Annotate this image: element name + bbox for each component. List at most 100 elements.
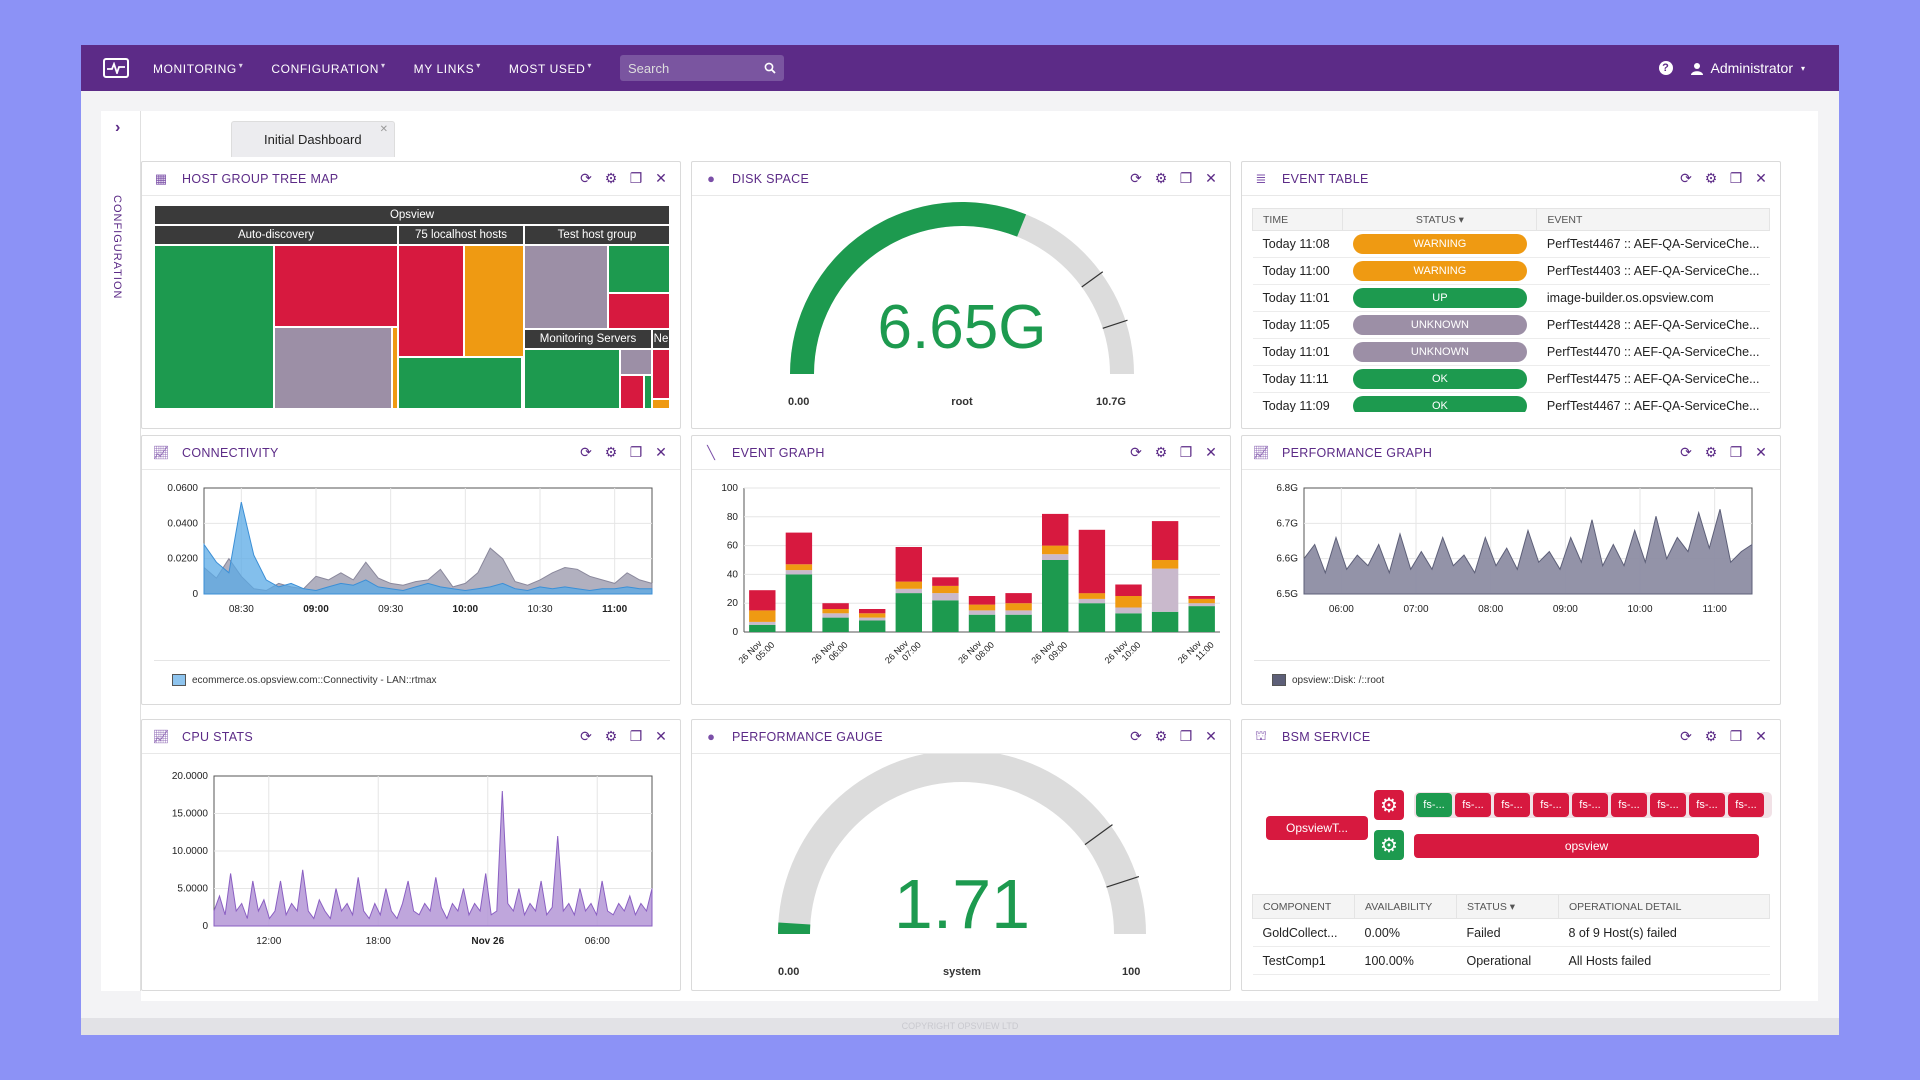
event-row[interactable]: Today 11:01 UNKNOWN PerfTest4470 :: AEF-QA… [1252,338,1770,366]
treemap-cell[interactable] [274,327,392,409]
treemap-cell[interactable] [522,357,524,409]
treemap-group-auto-discovery[interactable]: Auto-discovery [154,225,398,245]
treemap-group-test-host[interactable]: Test host group [524,225,670,245]
close-icon[interactable]: ✕ [1755,444,1767,460]
close-icon[interactable]: ✕ [1755,728,1767,744]
bsm-root-node[interactable]: OpsviewT... [1266,816,1368,840]
refresh-icon[interactable]: ⟳ [1130,444,1142,460]
bsm-failed-gear-icon[interactable]: ⚙ [1374,790,1404,820]
bsm-ok-gear-icon[interactable]: ⚙ [1374,830,1404,860]
treemap-group-monitoring-servers[interactable]: Monitoring Servers [524,329,652,349]
treemap-cell[interactable] [620,375,644,409]
popout-icon[interactable]: ❐ [1179,170,1193,186]
event-row[interactable]: Today 11:01 UP image-builder.os.opsview.co… [1252,284,1770,312]
bsm-fs-node[interactable]: fs-... [1572,793,1608,817]
treemap-group-localhost[interactable]: 75 localhost hosts [398,225,524,245]
popout-icon[interactable]: ❐ [629,728,643,744]
nav-most-used[interactable]: MOST USED ▾ [508,60,592,76]
gear-icon[interactable]: ⚙ [1704,728,1718,744]
bsm-fs-node[interactable]: fs-... [1650,793,1686,817]
treemap-cell[interactable] [154,245,274,409]
gear-icon[interactable]: ⚙ [604,728,618,744]
configuration-sidebar[interactable]: › CONFIGURATION [101,111,141,991]
treemap-cell[interactable] [524,245,608,329]
treemap-cell[interactable] [652,399,670,409]
gear-icon[interactable]: ⚙ [1704,170,1718,186]
col-status[interactable]: STATUS ▾ [1342,208,1538,231]
event-row[interactable]: Today 11:00 WARNING PerfTest4403 :: AEF-QA… [1252,257,1770,285]
col-component[interactable]: COMPONENT [1252,894,1355,919]
tab-close-icon[interactable]: ✕ [379,124,388,135]
event-row[interactable]: Today 11:08 WARNING PerfTest4467 :: AEF-QA… [1252,230,1770,258]
event-row[interactable]: Today 11:05 UNKNOWN PerfTest4428 :: AEF-QA… [1252,311,1770,339]
refresh-icon[interactable]: ⟳ [1680,444,1692,460]
treemap-cell[interactable] [652,349,670,399]
tab-initial-dashboard[interactable]: Initial Dashboard ✕ [231,121,395,157]
bsm-fs-node[interactable]: fs-... [1611,793,1647,817]
close-icon[interactable]: ✕ [1205,444,1217,460]
close-icon[interactable]: ✕ [655,170,667,186]
col-time[interactable]: TIME [1252,208,1344,231]
refresh-icon[interactable]: ⟳ [1130,728,1142,744]
user-menu[interactable]: Administrator ▾ [1690,60,1805,76]
refresh-icon[interactable]: ⟳ [1680,728,1692,744]
refresh-icon[interactable]: ⟳ [580,444,592,460]
col-status[interactable]: STATUS ▾ [1456,894,1559,919]
refresh-icon[interactable]: ⟳ [1680,170,1692,186]
bsm-opsview-node[interactable]: opsview [1414,834,1759,858]
bsm-row[interactable]: GoldCollect... 0.00% Failed 8 of 9 Host(s) … [1252,918,1770,947]
close-icon[interactable]: ✕ [1205,728,1217,744]
bsm-fs-node[interactable]: fs-... [1728,793,1764,817]
treemap-cell[interactable] [464,245,524,357]
refresh-icon[interactable]: ⟳ [580,170,592,186]
popout-icon[interactable]: ❐ [1729,444,1743,460]
connectivity-legend[interactable]: ecommerce.os.opsview.com::Connectivity -… [172,674,437,686]
nav-my-links[interactable]: MY LINKS ▾ [413,60,481,76]
search-icon[interactable] [764,62,776,74]
gear-icon[interactable]: ⚙ [604,444,618,460]
expand-sidebar-icon[interactable]: › [115,119,121,136]
treemap-cell[interactable] [608,293,670,329]
col-availability[interactable]: AVAILABILITY [1354,894,1457,919]
nav-monitoring[interactable]: MONITORING ▾ [153,60,244,76]
popout-icon[interactable]: ❐ [1729,170,1743,186]
gear-icon[interactable]: ⚙ [1154,170,1168,186]
treemap-cell[interactable] [274,245,398,327]
gear-icon[interactable]: ⚙ [1154,728,1168,744]
event-row[interactable]: Today 11:11 OK PerfTest4475 :: AEF-QA-Serv… [1252,365,1770,393]
nav-configuration[interactable]: CONFIGURATION ▾ [271,60,386,76]
search-input[interactable]: Search [620,55,784,81]
bsm-fs-node[interactable]: fs-... [1689,793,1725,817]
treemap-cell[interactable] [398,245,464,357]
popout-icon[interactable]: ❐ [629,170,643,186]
help-icon[interactable]: ? [1658,61,1673,75]
close-icon[interactable]: ✕ [655,728,667,744]
gear-icon[interactable]: ⚙ [1704,444,1718,460]
close-icon[interactable]: ✕ [655,444,667,460]
bsm-fs-node[interactable]: fs-... [1455,793,1491,817]
treemap-cell[interactable] [620,349,652,375]
popout-icon[interactable]: ❐ [629,444,643,460]
treemap-group-ne[interactable]: Ne [652,329,670,349]
treemap-cell[interactable] [392,327,398,409]
treemap-cell[interactable] [644,375,652,409]
close-icon[interactable]: ✕ [1755,170,1767,186]
refresh-icon[interactable]: ⟳ [580,728,592,744]
performance-legend[interactable]: opsview::Disk: /::root [1272,674,1384,686]
bsm-row[interactable]: TestComp1 100.00% Operational All Hosts fai… [1252,946,1770,975]
popout-icon[interactable]: ❐ [1179,444,1193,460]
treemap-cell[interactable] [608,245,670,293]
bsm-fs-node[interactable]: fs-... [1494,793,1530,817]
bsm-fs-node[interactable]: fs-... [1416,793,1452,817]
opsview-logo[interactable] [103,58,129,78]
refresh-icon[interactable]: ⟳ [1130,170,1142,186]
popout-icon[interactable]: ❐ [1179,728,1193,744]
treemap-cell[interactable] [398,357,522,409]
gear-icon[interactable]: ⚙ [1154,444,1168,460]
gear-icon[interactable]: ⚙ [604,170,618,186]
treemap-root[interactable]: Opsview [154,205,670,225]
treemap-cell[interactable] [524,349,620,409]
col-operational-detail[interactable]: OPERATIONAL DETAIL [1558,894,1770,919]
col-event[interactable]: EVENT [1536,208,1770,231]
close-icon[interactable]: ✕ [1205,170,1217,186]
